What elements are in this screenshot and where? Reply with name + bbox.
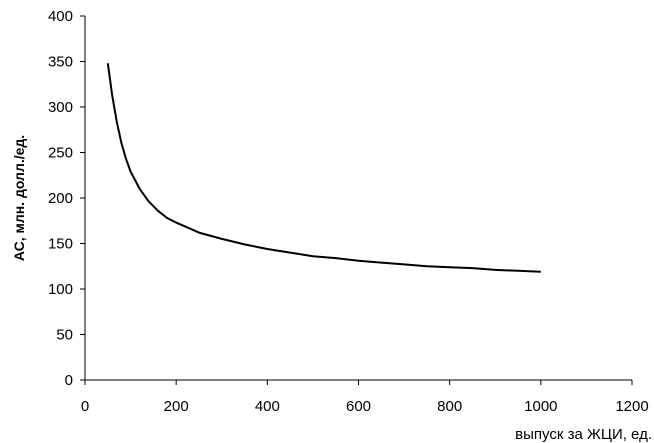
x-axis-title: выпуск за ЖЦИ, ед. (515, 426, 652, 443)
y-tick-label: 400 (48, 8, 73, 25)
x-tick-label: 200 (164, 398, 189, 415)
series-group (106, 63, 541, 273)
y-tick-label: 300 (48, 99, 73, 116)
y-tick-label: 0 (65, 372, 73, 389)
y-tick-label: 50 (56, 327, 73, 344)
x-tick-label: 800 (437, 398, 462, 415)
plot-area: 0 200 400 600 800 1000 1200 0 50 100 150 200 250 300… (48, 8, 649, 415)
y-ticks: 0 50 100 150 200 250 300 350 400 (48, 8, 85, 389)
x-tick-label: 1000 (524, 398, 557, 415)
y-tick-label: 350 (48, 54, 73, 71)
x-tick-label: 1200 (615, 398, 648, 415)
series-line (106, 63, 541, 273)
y-axis-title: АС, млн. долл./ед. (11, 135, 27, 261)
y-tick-label: 200 (48, 190, 73, 207)
y-tick-label: 150 (48, 236, 73, 253)
x-ticks: 0 200 400 600 800 1000 1200 (81, 380, 649, 415)
y-tick-label: 100 (48, 281, 73, 298)
x-tick-label: 400 (255, 398, 280, 415)
x-tick-label: 0 (81, 398, 89, 415)
y-tick-label: 250 (48, 145, 73, 162)
x-tick-label: 600 (346, 398, 371, 415)
